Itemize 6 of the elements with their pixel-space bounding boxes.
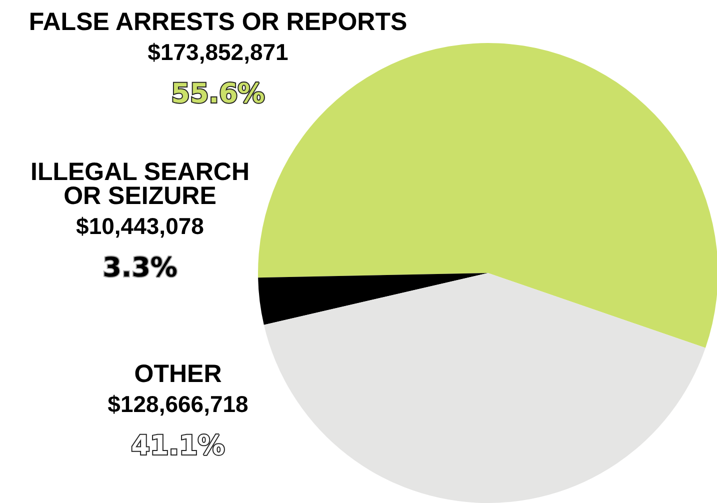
slice-label: FALSE ARRESTS OR REPORTS bbox=[28, 8, 408, 36]
slice-label: OTHER bbox=[134, 360, 222, 388]
slice-label: ILLEGAL SEARCH OR SEIZURE bbox=[30, 158, 250, 210]
data-label: $173,852,871 55.6% bbox=[148, 39, 289, 110]
data-label: $10,443,078 3.3% bbox=[76, 213, 204, 284]
data-label: $128,666,718 41.1% bbox=[108, 391, 249, 462]
